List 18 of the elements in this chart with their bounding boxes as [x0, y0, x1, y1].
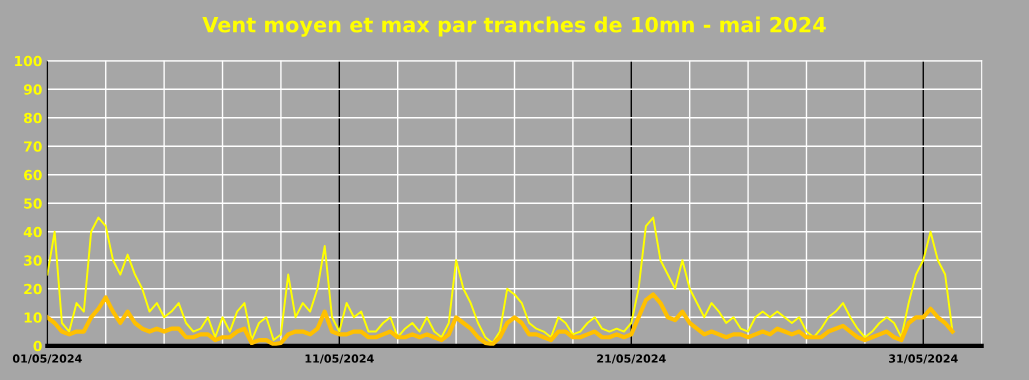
y-tick-label: 30	[24, 255, 42, 266]
line-series	[47, 216, 954, 344]
y-tick-label: 100	[15, 55, 42, 67]
y-tick-label: 70	[24, 141, 42, 152]
x-tick-label: 01/05/2024	[12, 354, 82, 364]
y-tick-label: 90	[23, 84, 42, 95]
y-tick-label: 60	[24, 169, 42, 181]
y-tick-label: 80	[23, 112, 42, 124]
chart-title: Vent moyen et max par tranches de 10mn - mai 2024	[202, 16, 826, 37]
x-tick-label: 11/05/2024	[305, 354, 374, 364]
line-series	[47, 292, 955, 346]
y-tick-label: 0	[33, 340, 42, 352]
y-tick-label: 10	[24, 312, 42, 323]
y-tick-label: 20	[24, 283, 42, 295]
y-tick-label: 40	[23, 226, 42, 238]
x-tick-label: 21/05/2024	[597, 354, 666, 364]
x-tick-label: 31/05/2024	[889, 354, 958, 364]
y-tick-label: 50	[24, 198, 42, 209]
